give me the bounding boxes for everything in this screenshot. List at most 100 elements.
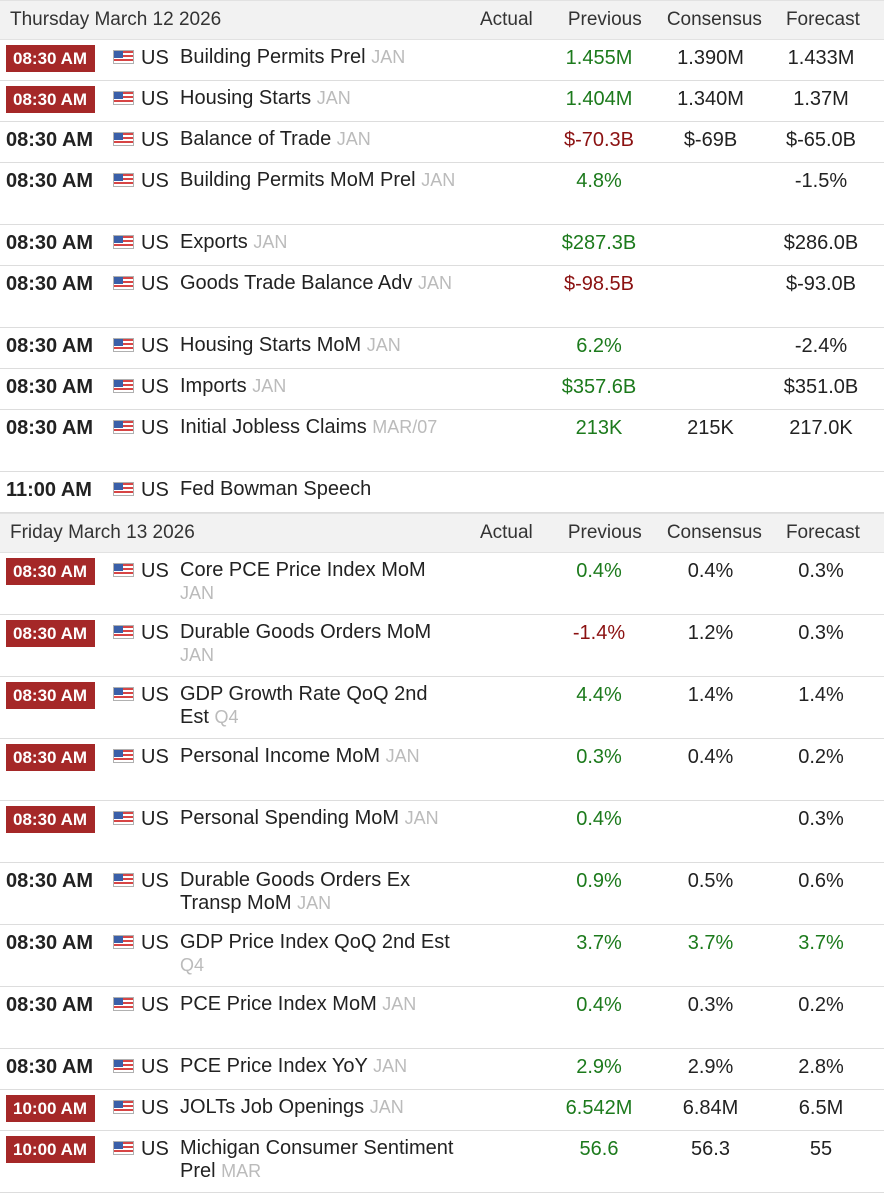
previous-value: 2.9% [576, 1056, 622, 1078]
event-row[interactable]: 08:30 AM US Balance of Trade JAN $-70.3B… [0, 122, 884, 163]
forecast-value: 217.0K [789, 417, 853, 439]
event-time: 11:00 AM [6, 479, 92, 501]
event-row[interactable]: 10:00 AM US Michigan Consumer Sentiment … [0, 1131, 884, 1193]
time-cell: 08:30 AM [0, 416, 113, 440]
column-header-previous: Previous [567, 522, 642, 543]
event-row[interactable]: 08:30 AM US PCE Price Index MoM JAN 0.4%… [0, 987, 884, 1049]
event-row[interactable]: 08:30 AM US Personal Spending MoM JAN 0.… [0, 801, 884, 863]
event-cell: Durable Goods Orders MoM JAN [180, 621, 460, 667]
event-row[interactable]: 08:30 AM US Personal Income MoM JAN 0.3%… [0, 739, 884, 801]
event-name[interactable]: Exports [180, 231, 248, 253]
previous-value: 6.542M [565, 1097, 633, 1119]
country-code: US [141, 994, 169, 1016]
forecast-value: 0.3% [798, 808, 844, 830]
event-row[interactable]: 08:30 AM US Durable Goods Orders MoM JAN… [0, 615, 884, 677]
column-header-actual: Actual [479, 522, 533, 543]
consensus-value: $-69B [683, 129, 738, 151]
us-flag-icon [113, 935, 134, 949]
event-time: 08:30 AM [6, 170, 94, 192]
flag-cell [113, 869, 141, 887]
event-time: 08:30 AM [6, 273, 94, 295]
consensus-value: 1.4% [687, 684, 734, 706]
column-header-forecast: Forecast [785, 9, 860, 30]
event-name[interactable]: Durable Goods Orders Ex Transp MoM [180, 869, 411, 914]
event-row[interactable]: 11:00 AM US Fed Bowman Speech [0, 472, 884, 513]
country-code: US [141, 335, 169, 357]
us-flag-icon [113, 625, 134, 639]
flag-cell [113, 745, 141, 763]
event-time: 08:30 AM [6, 870, 94, 892]
event-name[interactable]: Balance of Trade [180, 128, 332, 150]
event-name[interactable]: Building Permits Prel [180, 46, 366, 68]
forecast-value: 1.37M [793, 88, 849, 110]
event-row[interactable]: 08:30 AM US Building Permits Prel JAN 1.… [0, 40, 884, 81]
country-code: US [141, 870, 169, 892]
reference-period: JAN [404, 808, 439, 828]
event-row[interactable]: 08:30 AM US Building Permits MoM Prel JA… [0, 163, 884, 225]
event-cell: GDP Growth Rate QoQ 2nd Est Q4 [180, 683, 460, 729]
reference-period: JAN [253, 232, 288, 252]
event-name[interactable]: Michigan Consumer Sentiment Prel [180, 1137, 454, 1182]
us-flag-icon [113, 1059, 134, 1073]
event-row[interactable]: 08:30 AM US Exports JAN $287.3B $286.0B [0, 225, 884, 266]
event-row[interactable]: 08:30 AM US Goods Trade Balance Adv JAN … [0, 266, 884, 328]
event-name[interactable]: Fed Bowman Speech [180, 478, 372, 500]
previous-value: 0.4% [576, 994, 622, 1016]
consensus-value: 0.5% [687, 870, 734, 892]
event-cell: Housing Starts JAN [180, 87, 460, 110]
flag-cell [113, 128, 141, 146]
event-time-badge: 10:00 AM [6, 1095, 96, 1122]
event-cell: JOLTs Job Openings JAN [180, 1096, 460, 1119]
country-code: US [141, 479, 169, 501]
event-row[interactable]: 08:30 AM US Housing Starts MoM JAN 6.2% … [0, 328, 884, 369]
event-row[interactable]: 08:30 AM US Core PCE Price Index MoM JAN… [0, 553, 884, 615]
event-row[interactable]: 08:30 AM US PCE Price Index YoY JAN 2.9%… [0, 1049, 884, 1090]
event-name[interactable]: GDP Price Index QoQ 2nd Est [180, 931, 450, 953]
country-code: US [141, 746, 169, 768]
event-row[interactable]: 10:00 AM US JOLTs Job Openings JAN 6.542… [0, 1090, 884, 1131]
us-flag-icon [113, 873, 134, 887]
event-cell: Durable Goods Orders Ex Transp MoM JAN [180, 869, 460, 915]
event-name[interactable]: PCE Price Index MoM [180, 993, 377, 1015]
forecast-value: 0.3% [798, 622, 844, 644]
consensus-value: 1.390M [677, 47, 744, 69]
event-name[interactable]: Imports [180, 375, 247, 397]
event-time: 08:30 AM [6, 376, 94, 398]
event-row[interactable]: 08:30 AM US GDP Price Index QoQ 2nd Est … [0, 925, 884, 987]
event-name[interactable]: Building Permits MoM Prel [180, 169, 416, 191]
time-cell: 10:00 AM [0, 1095, 113, 1122]
event-name[interactable]: PCE Price Index YoY [180, 1055, 368, 1077]
previous-value: 3.7% [576, 932, 622, 954]
event-row[interactable]: 08:30 AM US Durable Goods Orders Ex Tran… [0, 863, 884, 925]
reference-period: JAN [371, 47, 406, 67]
event-name[interactable]: Housing Starts [180, 87, 312, 109]
event-row[interactable]: 08:30 AM US GDP Growth Rate QoQ 2nd Est … [0, 677, 884, 739]
event-name[interactable]: GDP Growth Rate QoQ 2nd Est [180, 683, 428, 728]
event-name[interactable]: Durable Goods Orders MoM [180, 621, 432, 643]
forecast-value: $-65.0B [785, 129, 857, 151]
event-cell: Initial Jobless Claims MAR/07 [180, 416, 460, 439]
reference-period: JAN [369, 1097, 404, 1117]
country-code: US [141, 932, 169, 954]
time-cell: 08:30 AM [0, 744, 113, 771]
event-time-badge: 08:30 AM [6, 744, 96, 771]
event-name[interactable]: Personal Spending MoM [180, 807, 400, 829]
day-date: Thursday March 12 2026 [10, 9, 222, 30]
forecast-value: 6.5M [798, 1097, 844, 1119]
event-time: 08:30 AM [6, 232, 94, 254]
event-time-badge: 08:30 AM [6, 682, 96, 709]
event-row[interactable]: 08:30 AM US Initial Jobless Claims MAR/0… [0, 410, 884, 472]
event-name[interactable]: Personal Income MoM [180, 745, 381, 767]
event-name[interactable]: Initial Jobless Claims [180, 416, 367, 438]
country-code: US [141, 232, 169, 254]
country-code: US [141, 622, 169, 644]
event-name[interactable]: JOLTs Job Openings [180, 1096, 365, 1118]
event-row[interactable]: 08:30 AM US Imports JAN $357.6B $351.0B [0, 369, 884, 410]
previous-value: $357.6B [561, 376, 637, 398]
event-name[interactable]: Goods Trade Balance Adv [180, 272, 413, 294]
reference-period: JAN [421, 170, 456, 190]
day-date: Friday March 13 2026 [10, 522, 195, 543]
event-row[interactable]: 08:30 AM US Housing Starts JAN 1.404M 1.… [0, 81, 884, 122]
event-name[interactable]: Housing Starts MoM [180, 334, 362, 356]
event-name[interactable]: Core PCE Price Index MoM [180, 559, 426, 581]
